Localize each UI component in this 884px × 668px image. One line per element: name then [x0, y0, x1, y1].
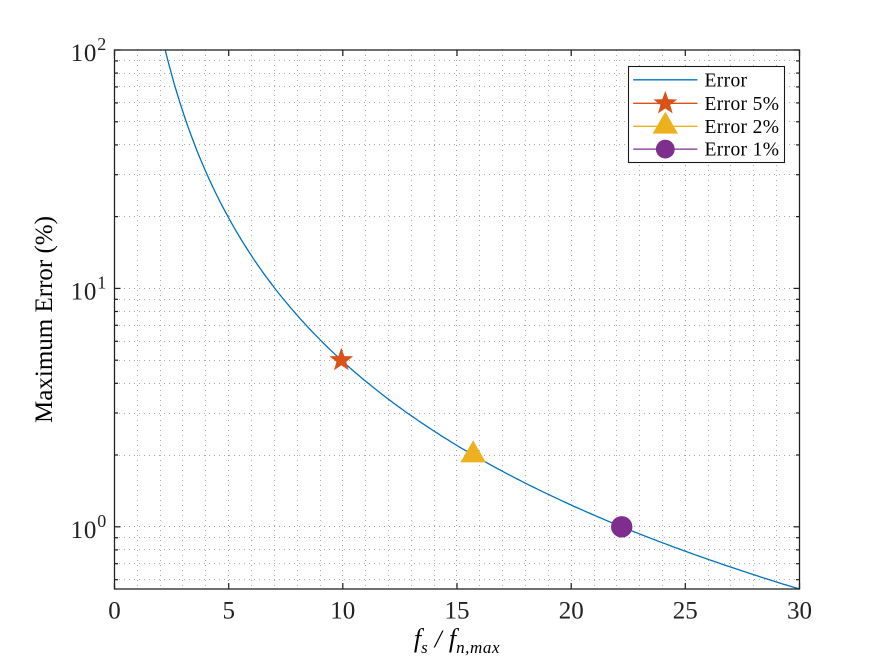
- svg-text:Error: Error: [705, 70, 748, 91]
- svg-text:20: 20: [559, 597, 584, 624]
- svg-text:Error 1%: Error 1%: [705, 140, 780, 161]
- svg-text:10: 10: [330, 597, 355, 624]
- svg-text:fs / fn,max: fs / fn,max: [414, 624, 500, 657]
- svg-text:Maximum Error (%): Maximum Error (%): [31, 216, 58, 423]
- svg-text:Error 5%: Error 5%: [705, 94, 780, 115]
- svg-text:15: 15: [445, 597, 470, 624]
- svg-text:5: 5: [222, 597, 235, 624]
- svg-text:0: 0: [108, 597, 121, 624]
- svg-text:30: 30: [787, 597, 812, 624]
- svg-text:100: 100: [71, 511, 107, 544]
- svg-text:Error 2%: Error 2%: [705, 117, 780, 138]
- svg-text:25: 25: [673, 597, 698, 624]
